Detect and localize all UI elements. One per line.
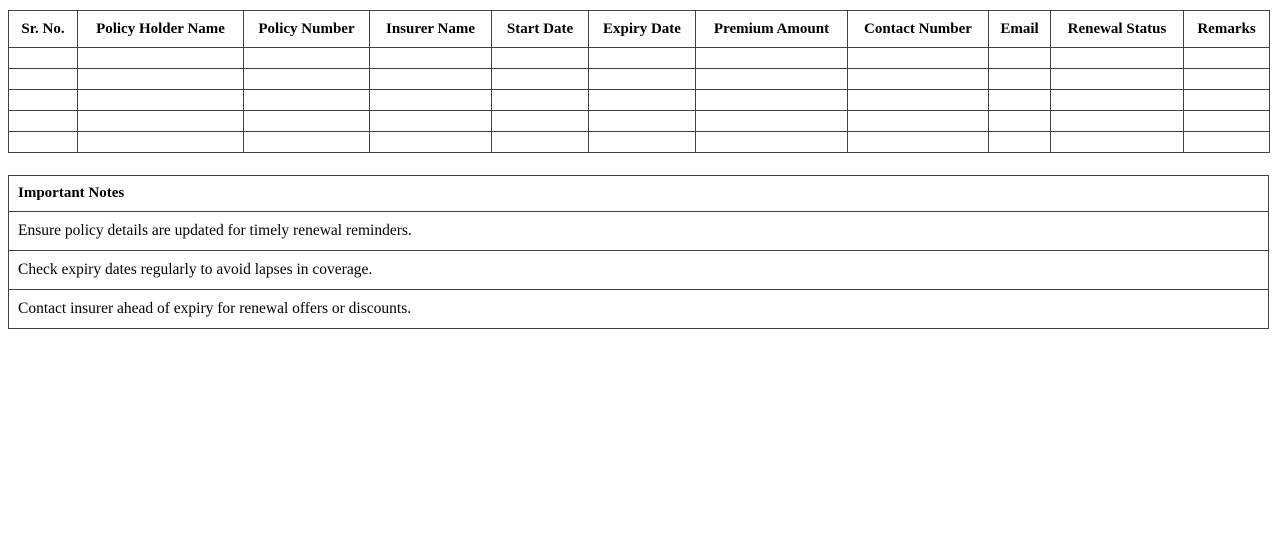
empty-cell xyxy=(1183,47,1270,69)
empty-cell xyxy=(243,68,370,90)
note-row: Check expiry dates regularly to avoid la… xyxy=(8,250,1269,290)
column-header-insurer-name: Insurer Name xyxy=(369,10,492,48)
empty-cell xyxy=(988,47,1051,69)
empty-cell xyxy=(243,89,370,111)
empty-cell xyxy=(1183,131,1270,153)
empty-cell xyxy=(695,89,848,111)
table-row xyxy=(8,110,1270,132)
empty-cell xyxy=(988,68,1051,90)
column-header-sr-no: Sr. No. xyxy=(8,10,78,48)
column-header-policy-number: Policy Number xyxy=(243,10,370,48)
column-header-renewal-status: Renewal Status xyxy=(1050,10,1184,48)
empty-cell xyxy=(8,89,78,111)
note-item: Ensure policy details are updated for ti… xyxy=(8,211,1269,251)
empty-cell xyxy=(1183,68,1270,90)
empty-cell xyxy=(588,89,696,111)
empty-cell xyxy=(1050,89,1184,111)
note-item: Contact insurer ahead of expiry for rene… xyxy=(8,289,1269,329)
notes-title: Important Notes xyxy=(8,175,1269,212)
column-header-start-date: Start Date xyxy=(491,10,589,48)
empty-cell xyxy=(243,110,370,132)
column-header-premium-amount: Premium Amount xyxy=(695,10,848,48)
empty-cell xyxy=(1183,89,1270,111)
empty-cell xyxy=(1183,110,1270,132)
policy-tracker-table: Sr. No. Policy Holder Name Policy Number… xyxy=(8,10,1270,153)
empty-cell xyxy=(988,89,1051,111)
empty-cell xyxy=(77,68,244,90)
empty-cell xyxy=(1050,47,1184,69)
column-header-policy-holder-name: Policy Holder Name xyxy=(77,10,244,48)
empty-cell xyxy=(77,110,244,132)
column-header-expiry-date: Expiry Date xyxy=(588,10,696,48)
empty-cell xyxy=(491,89,589,111)
empty-cell xyxy=(695,47,848,69)
empty-cell xyxy=(491,131,589,153)
empty-cell xyxy=(8,68,78,90)
empty-cell xyxy=(1050,110,1184,132)
note-item: Check expiry dates regularly to avoid la… xyxy=(8,250,1269,290)
empty-cell xyxy=(369,131,492,153)
important-notes-table: Important Notes Ensure policy details ar… xyxy=(8,175,1269,329)
empty-cell xyxy=(588,68,696,90)
empty-cell xyxy=(8,110,78,132)
column-header-contact-number: Contact Number xyxy=(847,10,989,48)
empty-cell xyxy=(588,47,696,69)
empty-cell xyxy=(8,131,78,153)
notes-title-row: Important Notes xyxy=(8,175,1269,212)
empty-cell xyxy=(77,47,244,69)
empty-cell xyxy=(695,68,848,90)
table-row xyxy=(8,47,1270,69)
empty-cell xyxy=(847,89,989,111)
empty-cell xyxy=(588,131,696,153)
column-header-email: Email xyxy=(988,10,1051,48)
empty-cell xyxy=(491,68,589,90)
empty-cell xyxy=(847,110,989,132)
note-row: Contact insurer ahead of expiry for rene… xyxy=(8,289,1269,329)
empty-cell xyxy=(369,68,492,90)
empty-cell xyxy=(588,110,696,132)
table-row xyxy=(8,68,1270,90)
empty-cell xyxy=(369,89,492,111)
empty-cell xyxy=(988,110,1051,132)
empty-cell xyxy=(243,131,370,153)
empty-cell xyxy=(369,47,492,69)
empty-cell xyxy=(8,47,78,69)
empty-cell xyxy=(369,110,492,132)
empty-cell xyxy=(847,47,989,69)
column-header-remarks: Remarks xyxy=(1183,10,1270,48)
note-row: Ensure policy details are updated for ti… xyxy=(8,211,1269,251)
empty-cell xyxy=(491,110,589,132)
empty-cell xyxy=(988,131,1051,153)
empty-cell xyxy=(695,110,848,132)
empty-cell xyxy=(847,131,989,153)
empty-cell xyxy=(77,89,244,111)
empty-cell xyxy=(77,131,244,153)
header-row: Sr. No. Policy Holder Name Policy Number… xyxy=(8,10,1270,48)
empty-cell xyxy=(1050,68,1184,90)
empty-cell xyxy=(1050,131,1184,153)
table-row xyxy=(8,89,1270,111)
empty-cell xyxy=(695,131,848,153)
empty-cell xyxy=(243,47,370,69)
empty-cell xyxy=(847,68,989,90)
empty-cell xyxy=(491,47,589,69)
table-row xyxy=(8,131,1270,153)
